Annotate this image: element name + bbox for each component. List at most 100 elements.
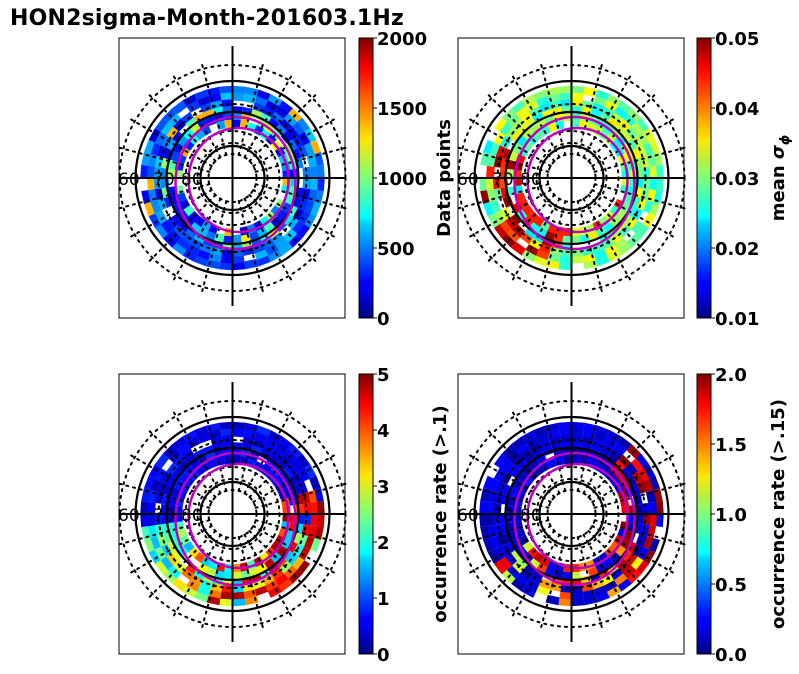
heatmap-cell: [297, 210, 311, 225]
heatmap-cell: [183, 475, 195, 487]
heatmap-cell: [186, 100, 201, 113]
heatmap-cell: [486, 165, 495, 178]
colorbar-tick-label: 1: [377, 589, 390, 610]
heatmap-cell: [147, 514, 156, 527]
dotted-mlt-spoke: [539, 536, 567, 631]
heatmap-cell: [571, 590, 584, 600]
heatmap-cell: [182, 248, 198, 262]
dotted-mlt-spoke: [171, 73, 222, 159]
dotted-mlt-spoke: [200, 200, 228, 295]
heatmap-cell: [185, 562, 198, 575]
heatmap-cell: [641, 166, 651, 178]
heatmap-cell: [515, 528, 526, 539]
heatmap-cell: [619, 466, 632, 480]
dotted-mlt-spoke: [591, 117, 677, 167]
heatmap-cell: [220, 428, 233, 438]
heatmap-cell: [486, 178, 495, 191]
heatmap-cell: [309, 178, 318, 191]
heatmap-cell: [280, 130, 293, 144]
dotted-mlt-spoke: [582, 533, 633, 619]
colorbar: [358, 37, 374, 319]
heatmap-cell: [224, 455, 233, 465]
oval-boundary-outer: [174, 451, 297, 587]
heatmap-cell: [176, 442, 191, 456]
colorbar-tick-label: 1.5: [715, 435, 747, 456]
heatmap-cell: [183, 541, 195, 553]
colorbar-label: Data points: [434, 119, 455, 237]
heatmap-cell: [303, 213, 317, 228]
dotted-mlt-spoke: [127, 117, 213, 167]
dotted-mlt-spoke: [146, 529, 217, 600]
heatmap-cell: [493, 117, 508, 133]
heatmap-cell: [267, 117, 280, 130]
colorbar: [696, 373, 712, 655]
heatmap-cell: [296, 559, 311, 575]
heatmap-cell: [274, 236, 289, 250]
heatmap-cell: [291, 458, 305, 473]
heatmap-cell: [609, 205, 621, 217]
heatmap-cell: [220, 590, 233, 600]
polar-panel-top-right: 60 70 80 0.01 0.02 0.03 0.04 0.05 mean σϕ: [454, 29, 793, 330]
colorbar-tick-label: 1500: [377, 99, 427, 120]
heatmap-cell: [167, 504, 176, 514]
heatmap-cell: [571, 85, 585, 95]
heatmap-cell: [172, 212, 185, 226]
heatmap-cell: [479, 514, 489, 528]
colorbar-tick-label: 1.0: [715, 505, 747, 526]
heatmap-cell: [518, 534, 530, 546]
heatmap-cell: [617, 577, 632, 592]
heatmap-cell: [571, 92, 584, 102]
heatmap-cell: [194, 464, 206, 476]
heatmap-cell: [176, 528, 187, 539]
heatmap-cell: [562, 570, 572, 580]
dotted-mlt-spoke: [171, 533, 222, 619]
dotted-mlt-spoke: [248, 193, 319, 264]
heatmap-cell: [524, 562, 537, 575]
colorbar-label: occurrence rate (>.1): [430, 405, 451, 622]
heatmap-cell: [525, 100, 540, 113]
heatmap-cell: [558, 85, 572, 95]
dotted-mlt-spoke: [248, 92, 319, 163]
heatmap-cell: [648, 165, 657, 178]
heatmap-cell: [511, 100, 526, 115]
heatmap-cell: [232, 428, 245, 438]
dotted-mlt-spoke: [237, 61, 265, 156]
heatmap-cell: [309, 165, 318, 178]
heatmap-cell: [606, 94, 622, 108]
heatmap-cell: [259, 552, 271, 564]
heatmap-cell: [220, 92, 233, 102]
heatmap-cell: [524, 117, 537, 130]
heatmap-cell: [624, 216, 638, 230]
heatmap-cell: [167, 168, 176, 178]
lat-label-60: 60: [457, 506, 479, 526]
dotted-mlt-spoke: [593, 145, 689, 173]
dotted-mlt-spoke: [593, 481, 689, 509]
heatmap-cell: [185, 117, 198, 130]
heatmap-cell: [511, 436, 526, 451]
lat-label-60: 60: [118, 170, 140, 190]
dotted-mlt-spoke: [591, 453, 677, 503]
heatmap-cell: [232, 590, 245, 600]
heatmap-cell: [232, 92, 245, 102]
heatmap-cell: [278, 241, 293, 256]
heatmap-cell: [571, 254, 584, 264]
dotted-mlt-spoke: [576, 397, 604, 492]
heatmap-cell: [619, 130, 632, 144]
heatmap-cell: [309, 501, 318, 514]
heatmap-cell: [147, 165, 156, 178]
heatmap-cell: [571, 455, 580, 465]
heatmap-cell: [486, 501, 495, 514]
lat-label-70: 70: [153, 170, 175, 190]
heatmap-cell: [636, 546, 650, 561]
heatmap-cell: [635, 453, 650, 469]
dotted-mlt-spoke: [254, 519, 350, 547]
heatmap-cell: [274, 106, 289, 120]
dotted-mlt-spoke: [510, 409, 561, 495]
heatmap-cell: [194, 128, 206, 140]
dotted-mlt-spoke: [587, 193, 658, 264]
oval-boundary-outer: [513, 115, 636, 251]
heatmap-cell: [185, 226, 198, 239]
dotted-mlt-spoke: [485, 428, 556, 499]
dotted-mlt-spoke: [200, 536, 228, 631]
